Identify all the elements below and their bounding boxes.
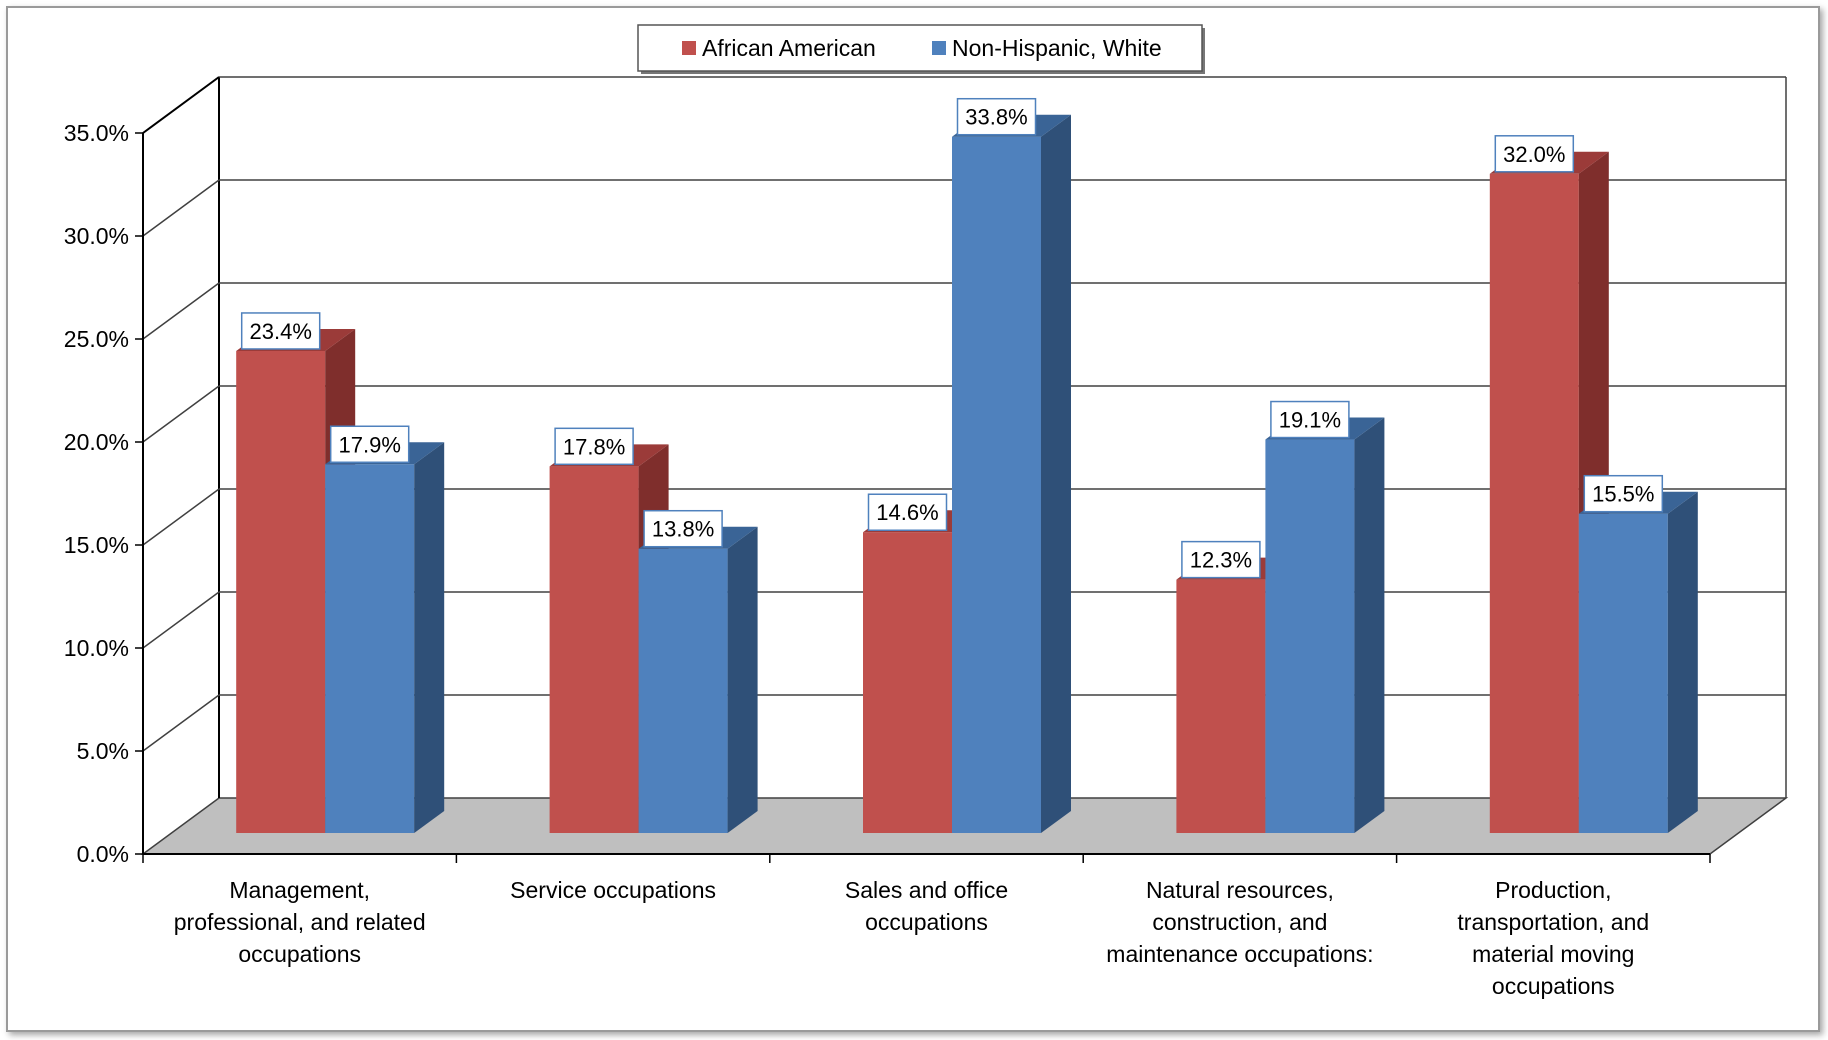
data-label: 19.1% [1279, 408, 1341, 433]
bar-side [727, 526, 758, 833]
category-label: Management, professional, and related occu… [174, 877, 426, 967]
data-label-box [643, 509, 723, 548]
category-label-line: transportation, and [1457, 909, 1649, 935]
bar [1578, 513, 1668, 833]
bar-chart: 0.0% 5.0% 10.0% 15.0% 20.0% 25.0% 30.0% 35.0% Ma… [64, 24, 1789, 999]
data-label-box [329, 425, 410, 464]
category-label-line: Sales and office [845, 877, 1008, 903]
y-tick-label: 30.0% [64, 223, 129, 249]
bar [638, 548, 728, 833]
data-label: 13.8% [652, 517, 714, 542]
legend-entry: Non-Hispanic, White [952, 35, 1162, 61]
data-label: 32.0% [1503, 142, 1565, 167]
bar [1265, 439, 1355, 833]
data-label-box [1583, 474, 1664, 513]
legend-entry: African American [702, 35, 876, 61]
data-label: 15.5% [1592, 482, 1654, 507]
category-label-line: Management, [229, 877, 370, 903]
category-label: Natural resources, construction, and maint… [1106, 877, 1373, 967]
data-label: 33.8% [965, 105, 1027, 130]
category-label: Sales and office occupations [845, 877, 1008, 935]
bar [549, 466, 639, 833]
bar [325, 464, 415, 833]
category-label-line: material moving [1472, 941, 1634, 967]
gridline-side [142, 488, 220, 546]
data-label-box [867, 493, 948, 531]
data-label-box [240, 312, 321, 350]
gridline-side [142, 282, 220, 340]
y-axis-top-edge [142, 76, 220, 134]
data-label-box [956, 97, 1037, 136]
bar-side [1041, 114, 1071, 834]
bar [1489, 173, 1579, 834]
data-label: 12.3% [1190, 548, 1252, 573]
data-label-box [1270, 400, 1350, 439]
gridline-side [142, 385, 220, 443]
y-tick-label: 20.0% [64, 429, 129, 455]
category-label-line: occupations [1492, 973, 1615, 999]
bar-side [414, 442, 445, 833]
category-label-line: maintenance occupations: [1106, 941, 1373, 967]
bar [952, 136, 1041, 834]
gridline-side [142, 591, 220, 649]
category-label-line: construction, and [1152, 909, 1327, 935]
data-label-box [1181, 540, 1261, 579]
y-tick-label: 10.0% [64, 635, 129, 661]
chart-frame: 0.0% 5.0% 10.0% 15.0% 20.0% 25.0% 30.0% 35.0% Ma… [6, 6, 1820, 1032]
y-tick-label: 25.0% [64, 326, 129, 352]
gridline-side [142, 694, 220, 752]
data-label-box [554, 427, 634, 466]
y-tick-label: 15.0% [64, 532, 129, 558]
bar [236, 350, 326, 833]
category-label: Production, transportation, and material m… [1457, 877, 1649, 999]
data-label: 23.4% [250, 319, 312, 344]
legend: African American Non-Hispanic, White [637, 24, 1205, 74]
category-label-line: Natural resources, [1146, 877, 1334, 903]
category-label-line: occupations [865, 909, 988, 935]
y-tick-label: 35.0% [64, 120, 129, 146]
legend-swatch [932, 41, 946, 55]
category-label-line: Service occupations [510, 877, 716, 903]
bar-side [1354, 417, 1385, 833]
data-label: 17.9% [339, 432, 401, 457]
category-label: Service occupations [510, 877, 716, 903]
axis-layer: 0.0% 5.0% 10.0% 15.0% 20.0% 25.0% 30.0% 35.0% Ma… [64, 76, 1711, 999]
category-label-line: professional, and related [174, 909, 426, 935]
data-label: 14.6% [876, 500, 938, 525]
data-labels-layer: 23.4% 17.9% 17.8% 13.8% 14.6% 33.8% 12.3% 19.1%… [240, 97, 1664, 579]
bar-side [1667, 491, 1698, 833]
category-label-line: occupations [238, 941, 361, 967]
data-label-box [1494, 135, 1575, 173]
legend-swatch [682, 41, 696, 55]
category-label-line: Production, [1495, 877, 1611, 903]
bar [863, 532, 952, 833]
bars-layer [236, 114, 1698, 834]
y-tick-label: 5.0% [77, 738, 129, 764]
data-label: 17.8% [563, 434, 625, 459]
y-tick-label: 0.0% [77, 841, 129, 867]
gridline-side [142, 179, 220, 237]
bar [1176, 579, 1266, 833]
legend-box [637, 24, 1203, 72]
